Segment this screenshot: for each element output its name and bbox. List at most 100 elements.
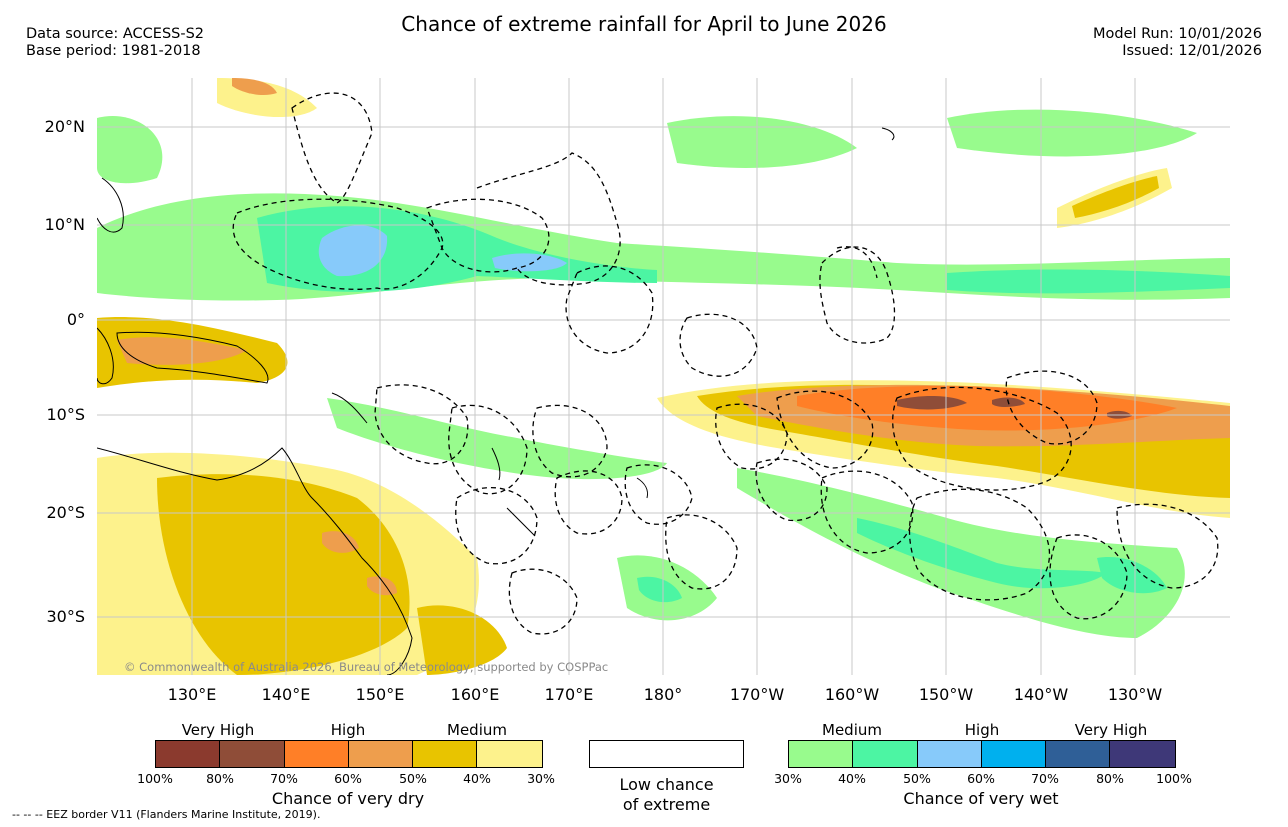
dry-swatch-2	[220, 741, 285, 767]
copyright-text: © Commonwealth of Australia 2026, Bureau…	[124, 660, 609, 674]
wet-tick-100: 100%	[1156, 771, 1192, 786]
eez-borders	[232, 92, 1219, 635]
eez-solomon	[374, 384, 469, 465]
dry-tick-70: 70%	[270, 771, 298, 786]
dry-indonesia-high	[117, 337, 247, 365]
wet-patch-philippines	[97, 116, 163, 184]
graticule	[97, 78, 1230, 675]
wet-swatch-3	[917, 741, 982, 767]
eez-nauru-kiribati	[565, 265, 654, 354]
dry-cat-very-high: Very High	[181, 721, 255, 739]
wet-caption: Chance of very wet	[903, 789, 1059, 808]
map-title: Chance of extreme rainfall for April to …	[401, 12, 887, 36]
eez-austral	[1049, 534, 1128, 620]
eez-cook-south	[820, 470, 914, 554]
lon-label-140e: 140°E	[261, 685, 311, 704]
lon-label-130w: 130°W	[1107, 685, 1163, 704]
dry-australia-high-1	[322, 531, 359, 553]
lon-label-130e: 130°E	[167, 685, 217, 704]
wet-cat-very-high: Very High	[1074, 721, 1148, 739]
dry-tick-40: 40%	[463, 771, 491, 786]
wet-tick-70: 70%	[1031, 771, 1059, 786]
vanuatu	[491, 447, 501, 481]
lat-label-20s: 20°S	[46, 503, 85, 522]
wet-swatch-6	[1110, 741, 1175, 767]
fiji	[636, 477, 648, 499]
lon-label-170e: 170°E	[544, 685, 594, 704]
wet-south-central-high	[637, 576, 682, 603]
dry-swatch-5	[413, 741, 478, 767]
dry-caption: Chance of very dry	[271, 789, 425, 808]
lon-label-150w: 150°W	[918, 685, 974, 704]
hawaii	[881, 127, 895, 141]
dry-australia-medium	[157, 474, 410, 675]
dry-core-north-west	[232, 78, 277, 96]
eez-cook-north	[776, 390, 874, 469]
eez-fiji	[554, 470, 623, 535]
wet-south-east-high-2	[1097, 557, 1167, 594]
wet-core-west	[318, 225, 388, 277]
eez-vanuatu	[448, 404, 528, 495]
model-run-label: Model Run: 10/01/2026	[1092, 26, 1262, 42]
dry-tick-60: 60%	[334, 771, 362, 786]
wet-core-central	[492, 253, 567, 272]
run-info: Model Run: 10/01/2026 Issued: 12/01/2026	[1093, 26, 1262, 60]
eez-niue	[755, 458, 828, 522]
dry-tick-50: 50%	[399, 771, 427, 786]
low-chance-line2: of extreme	[622, 795, 711, 814]
lon-label-160e: 160°E	[450, 685, 500, 704]
eez-fsm-west	[232, 198, 444, 290]
data-source-label: Data source: ACCESS-S2	[26, 26, 205, 42]
dry-australia-high-2	[367, 576, 397, 596]
dry-swatch-6	[477, 741, 542, 767]
dry-swatch-1	[156, 741, 221, 767]
dry-tick-30: 30%	[527, 771, 555, 786]
base-period-label: Base period: 1981-2018	[26, 43, 201, 59]
wet-coral-sea	[327, 398, 667, 480]
wet-cat-high: High	[964, 721, 1000, 739]
wet-tick-50: 50%	[903, 771, 931, 786]
eez-french-polynesia-north	[892, 386, 1072, 491]
wet-swatch-2	[853, 741, 918, 767]
eez-guam	[291, 92, 373, 204]
lon-label-140w: 140°W	[1013, 685, 1069, 704]
issued-label: Issued: 12/01/2026	[1122, 43, 1262, 59]
new-guinea-coast	[116, 331, 269, 384]
wet-patch-north-central	[667, 116, 857, 168]
wet-south-east-high	[857, 518, 1107, 589]
lon-label-160w: 160°W	[824, 685, 880, 704]
dry-band-high-core	[797, 386, 1177, 431]
lat-label-10n: 10°N	[44, 215, 85, 234]
solomon-islands	[331, 392, 368, 424]
lat-label-equator: 0°	[66, 310, 85, 329]
dry-colorbar	[155, 740, 543, 768]
lon-label-170w: 170°W	[729, 685, 785, 704]
eez-new-caledonia	[455, 486, 538, 565]
wet-tick-30: 30%	[774, 771, 802, 786]
dry-tick-100: 100%	[137, 771, 173, 786]
eez-marquesas	[1005, 370, 1098, 445]
eez-phoenix	[679, 313, 758, 377]
eez-footnote: -- -- -- EEZ border V11 (Flanders Marine…	[12, 808, 321, 821]
australia-coast	[97, 447, 413, 675]
wet-tick-60: 60%	[967, 771, 995, 786]
dry-core-hawaii-east	[1072, 176, 1159, 218]
eez-norfolk	[508, 568, 578, 635]
rainfall-map	[97, 78, 1230, 675]
eez-tuvalu	[532, 404, 608, 478]
coastlines	[97, 127, 895, 675]
wet-swatch-1	[789, 741, 854, 767]
dry-swatch-3	[284, 741, 349, 767]
lat-label-20n: 20°N	[44, 117, 85, 136]
lon-label-150e: 150°E	[355, 685, 405, 704]
eez-pitcairn	[1116, 503, 1219, 589]
eez-wallis	[624, 464, 693, 525]
new-caledonia	[506, 507, 536, 537]
wet-tick-40: 40%	[838, 771, 866, 786]
dry-core-very-high-1	[897, 396, 967, 410]
lon-label-180: 180°	[643, 685, 683, 704]
dry-tasman-medium	[417, 605, 507, 675]
lat-label-10s: 10°S	[46, 405, 85, 424]
eez-marshall	[476, 152, 621, 286]
philippines-coast	[97, 177, 124, 233]
